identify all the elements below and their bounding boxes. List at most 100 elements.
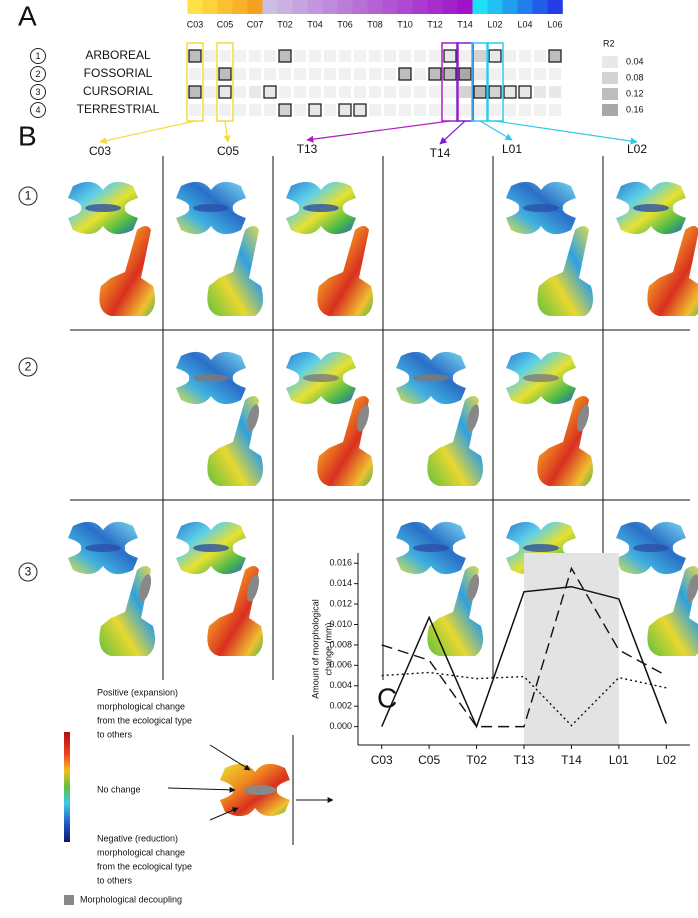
empty-cell bbox=[534, 68, 546, 80]
row-number: 2 bbox=[25, 360, 32, 374]
row-number-circle bbox=[18, 186, 38, 206]
column-header: C03 bbox=[89, 144, 111, 158]
decoupling-patch bbox=[244, 785, 276, 795]
row-number-circle bbox=[30, 102, 46, 118]
r2-legend-title: R2 bbox=[603, 38, 615, 48]
empty-cell bbox=[429, 50, 441, 62]
r2-cell bbox=[278, 103, 292, 117]
segment-color bbox=[412, 0, 428, 14]
empty-cell bbox=[309, 86, 321, 98]
empty-cell bbox=[504, 68, 516, 80]
row-number: 4 bbox=[35, 105, 40, 115]
data-line bbox=[381, 566, 667, 728]
vertebra-dorsal-view bbox=[506, 181, 576, 235]
vertebra-dorsal-view bbox=[616, 181, 686, 235]
empty-cell bbox=[189, 68, 201, 80]
vertebra-lateral-view bbox=[207, 226, 263, 316]
decoupling-patch bbox=[246, 404, 260, 432]
y-tick-label: 0.002 bbox=[329, 701, 352, 711]
vertebra-dorsal-view bbox=[286, 181, 356, 235]
segment-color bbox=[277, 0, 293, 14]
empty-cell bbox=[204, 86, 216, 98]
empty-cell bbox=[264, 68, 276, 80]
y-tick-label: 0.008 bbox=[329, 639, 352, 649]
vertebra-dorsal-view bbox=[396, 521, 466, 575]
y-tick-label: 0.010 bbox=[329, 619, 352, 629]
row-number-circle bbox=[30, 48, 46, 64]
panel-label: A bbox=[18, 0, 37, 31]
r2-cell bbox=[218, 67, 232, 81]
vertebra-lateral-view bbox=[207, 566, 263, 656]
segment-color bbox=[322, 0, 338, 14]
empty-cell bbox=[549, 68, 561, 80]
empty-cell bbox=[444, 86, 456, 98]
vertebra-canal bbox=[413, 374, 449, 382]
r2-cell bbox=[278, 49, 292, 63]
r2-cell bbox=[353, 103, 367, 117]
vertebra-shape bbox=[317, 226, 373, 316]
r2-legend-label: 0.08 bbox=[626, 72, 644, 82]
empty-cell bbox=[204, 68, 216, 80]
vertebra-canal bbox=[633, 544, 669, 552]
legend-positive: to others bbox=[97, 729, 133, 739]
vertebra-label: C05 bbox=[217, 19, 234, 29]
y-tick-label: 0.016 bbox=[329, 558, 352, 568]
empty-cell bbox=[534, 50, 546, 62]
vertebra-label: T14 bbox=[457, 19, 473, 29]
segment-color bbox=[352, 0, 368, 14]
r2-cell bbox=[249, 86, 261, 98]
segment-color bbox=[382, 0, 398, 14]
r2-cell bbox=[443, 49, 457, 63]
empty-cell bbox=[384, 104, 396, 116]
empty-cell bbox=[279, 86, 291, 98]
empty-cell bbox=[339, 50, 351, 62]
empty-cell bbox=[204, 50, 216, 62]
ecotype-label: FOSSORIAL bbox=[84, 66, 153, 80]
vertebra-lateral-view bbox=[99, 566, 155, 656]
empty-cell bbox=[324, 104, 336, 116]
empty-cell bbox=[444, 104, 456, 116]
empty-cell bbox=[264, 50, 276, 62]
legend-negative: to others bbox=[97, 875, 133, 885]
empty-cell bbox=[429, 104, 441, 116]
empty-cell bbox=[354, 86, 366, 98]
y-tick-label: 0.004 bbox=[329, 680, 352, 690]
vertebra-canal bbox=[523, 204, 559, 212]
segment-color bbox=[442, 0, 458, 14]
data-line bbox=[381, 585, 667, 729]
y-axis-label: Amount of morphological bbox=[310, 599, 320, 699]
segment-color bbox=[217, 0, 233, 14]
legend-positive: Positive (expansion) bbox=[97, 687, 178, 697]
r2-legend-swatch bbox=[602, 56, 618, 68]
row-number-circle bbox=[18, 562, 38, 582]
column-arrow bbox=[439, 120, 466, 145]
legend-negative: from the ecological type bbox=[97, 861, 192, 871]
segment-color bbox=[517, 0, 533, 14]
vertebra-lateral-view bbox=[647, 566, 698, 656]
vertebra-lateral-view bbox=[427, 566, 483, 656]
x-tick-label: T02 bbox=[466, 753, 487, 767]
vertebra-dorsal-view bbox=[176, 351, 246, 405]
vertebra-shape bbox=[99, 226, 155, 316]
vertebra-dorsal-view bbox=[286, 351, 356, 405]
y-tick-label: 0.012 bbox=[329, 598, 352, 608]
empty-cell bbox=[549, 104, 561, 116]
row-number: 1 bbox=[25, 189, 32, 203]
decoupling-patch bbox=[138, 574, 152, 602]
pointer-arrow bbox=[209, 744, 251, 771]
decoupling-patch bbox=[466, 404, 480, 432]
row-number: 3 bbox=[35, 87, 40, 97]
y-axis-label: change (mm) bbox=[323, 622, 333, 675]
empty-cell bbox=[414, 68, 426, 80]
r2-legend-label: 0.04 bbox=[626, 56, 644, 66]
segment-color bbox=[187, 0, 203, 14]
r2-legend-swatch bbox=[602, 104, 618, 116]
vertebra-label: T04 bbox=[307, 19, 323, 29]
ecotype-label: ARBOREAL bbox=[85, 48, 151, 62]
legend-positive: morphological change bbox=[97, 701, 185, 711]
empty-cell bbox=[369, 86, 381, 98]
example-vertebra bbox=[220, 763, 290, 817]
legend-no-change: No change bbox=[97, 784, 141, 794]
empty-cell bbox=[399, 50, 411, 62]
